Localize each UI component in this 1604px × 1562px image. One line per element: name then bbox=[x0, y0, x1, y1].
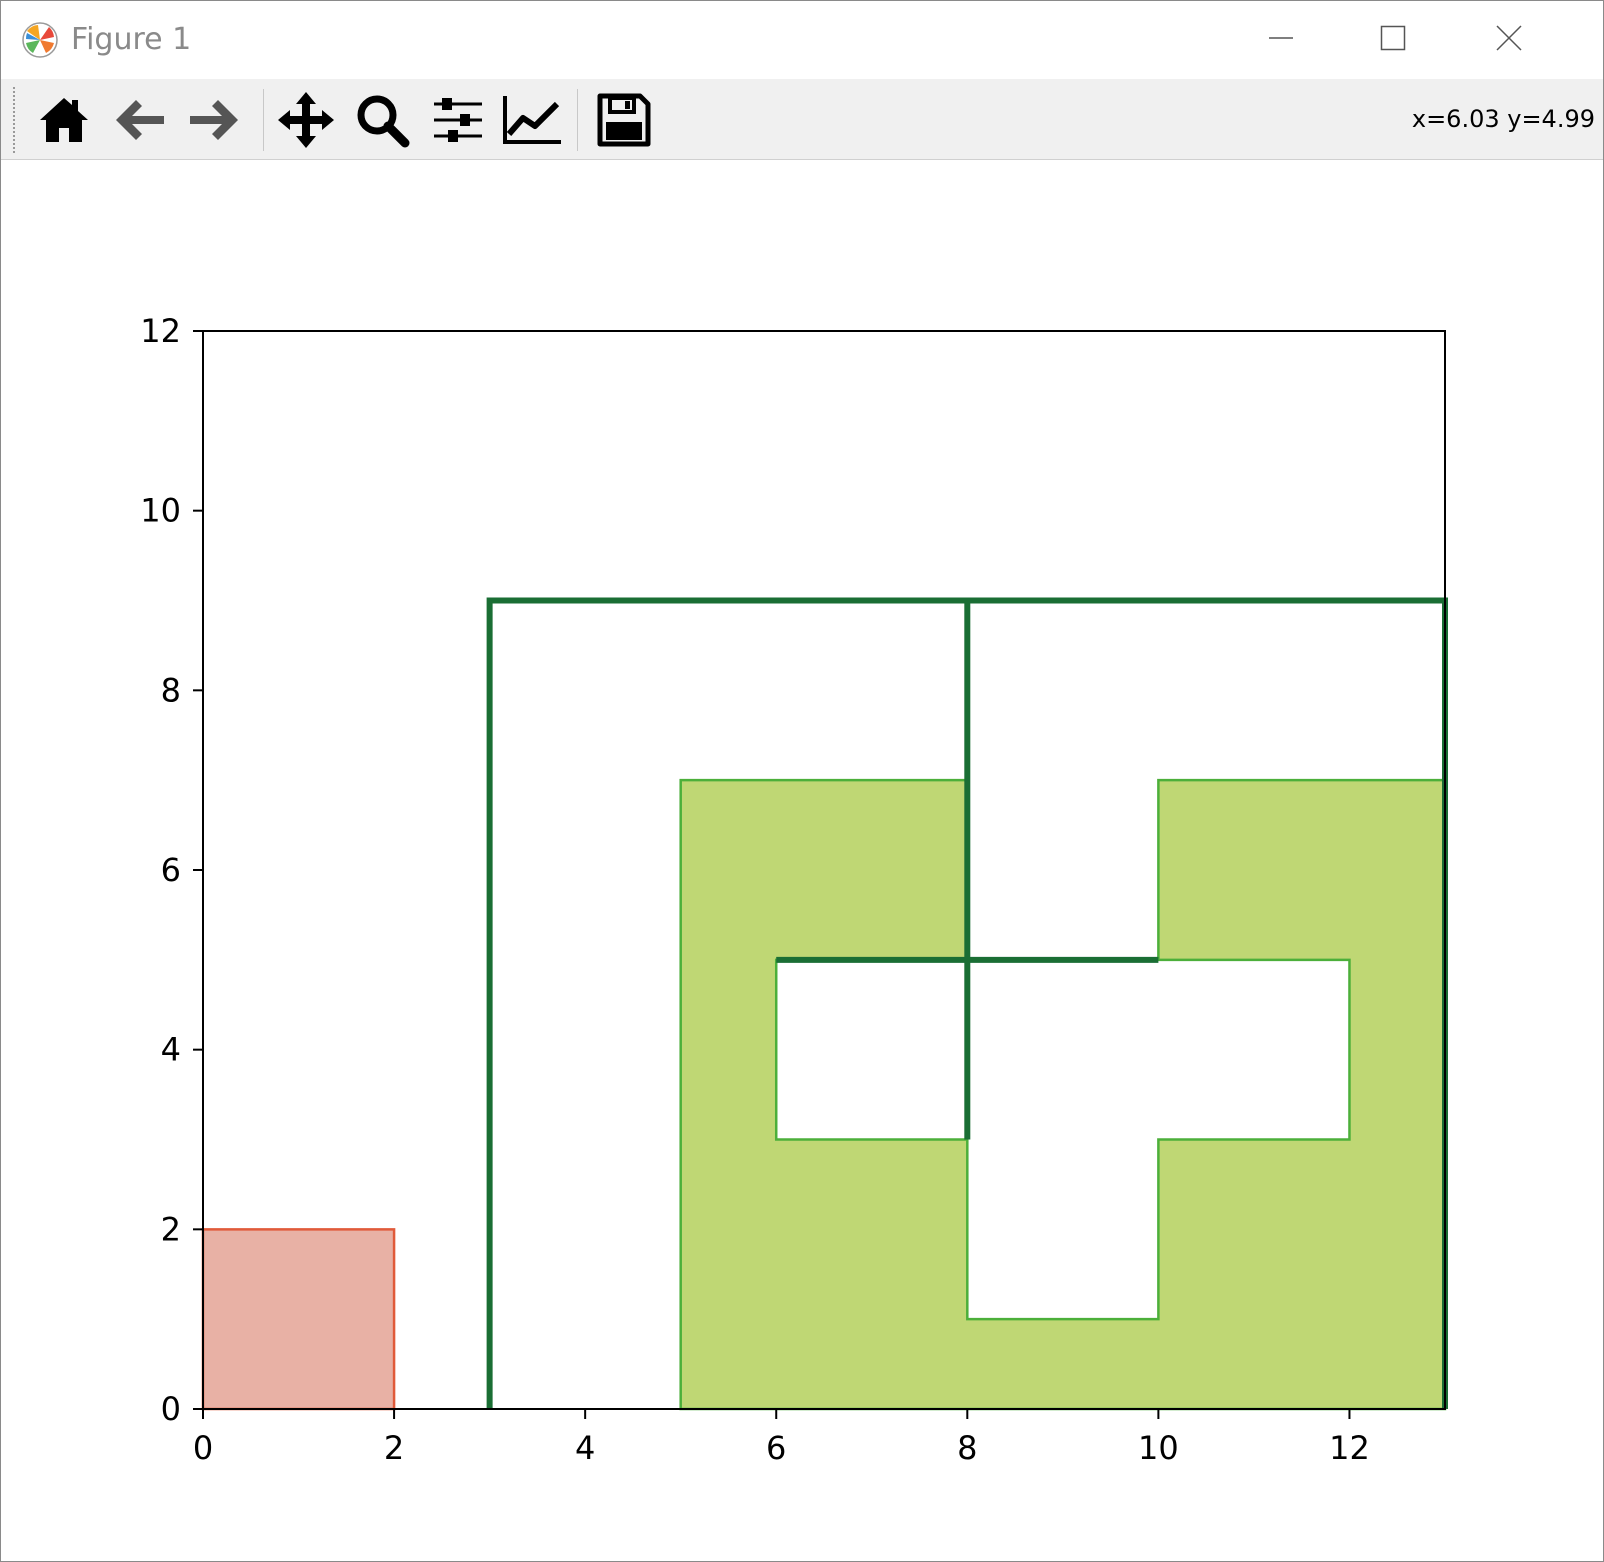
y-tick-label: 12 bbox=[140, 312, 181, 350]
x-tick-label: 8 bbox=[957, 1429, 977, 1467]
home-icon bbox=[40, 98, 88, 142]
x-tick-label: 10 bbox=[1138, 1429, 1179, 1467]
plot-area[interactable]: 0 2 4 6 8 10 12 0 2 4 6 8 10 12 bbox=[1, 161, 1603, 1561]
maximize-icon bbox=[1380, 25, 1406, 51]
back-button[interactable] bbox=[107, 87, 173, 153]
toolbar-separator bbox=[263, 89, 264, 151]
polygon-patch bbox=[679, 778, 1447, 1411]
close-button[interactable] bbox=[1479, 15, 1539, 63]
matplotlib-logo-icon bbox=[22, 22, 58, 58]
customize-button[interactable] bbox=[499, 87, 565, 153]
y-tick-label: 8 bbox=[161, 671, 181, 709]
minimize-icon bbox=[1269, 37, 1293, 39]
window-title: Figure 1 bbox=[71, 22, 192, 57]
arrow-left-icon bbox=[116, 100, 164, 140]
x-tick-label: 12 bbox=[1329, 1429, 1370, 1467]
y-tick-label: 6 bbox=[161, 851, 181, 889]
toolbar-separator bbox=[577, 89, 578, 151]
x-tick-label: 4 bbox=[575, 1429, 595, 1467]
save-button[interactable] bbox=[591, 87, 657, 153]
y-tick-label: 0 bbox=[161, 1390, 181, 1428]
toolbar-grip[interactable] bbox=[13, 87, 19, 153]
figure-canvas[interactable]: 0 2 4 6 8 10 12 0 2 4 6 8 10 12 bbox=[1, 161, 1603, 1561]
arrow-right-icon bbox=[190, 100, 238, 140]
y-tick-label: 2 bbox=[161, 1210, 181, 1248]
move-icon bbox=[278, 92, 334, 148]
floppy-icon bbox=[597, 93, 651, 147]
sliders-icon bbox=[434, 98, 482, 142]
x-tick-label: 0 bbox=[193, 1429, 213, 1467]
maximize-button[interactable] bbox=[1363, 15, 1423, 63]
cursor-coordinates: x=6.03 y=4.99 bbox=[1411, 105, 1595, 133]
zoom-button[interactable] bbox=[349, 87, 415, 153]
close-icon bbox=[1496, 25, 1522, 51]
navigation-toolbar: x=6.03 y=4.99 bbox=[1, 79, 1603, 160]
line-chart-icon bbox=[503, 96, 561, 144]
forward-button[interactable] bbox=[181, 87, 247, 153]
title-bar[interactable]: Figure 1 bbox=[1, 1, 1603, 77]
magnifier-icon bbox=[357, 95, 410, 148]
minimize-button[interactable] bbox=[1251, 15, 1311, 63]
home-button[interactable] bbox=[31, 87, 97, 153]
pan-button[interactable] bbox=[273, 87, 339, 153]
x-tick-label: 6 bbox=[766, 1429, 786, 1467]
y-tick-label: 10 bbox=[140, 492, 181, 530]
subplots-button[interactable] bbox=[425, 87, 491, 153]
y-tick-label: 4 bbox=[161, 1031, 181, 1069]
x-tick-label: 2 bbox=[384, 1429, 404, 1467]
rect-patch bbox=[201, 1228, 396, 1411]
